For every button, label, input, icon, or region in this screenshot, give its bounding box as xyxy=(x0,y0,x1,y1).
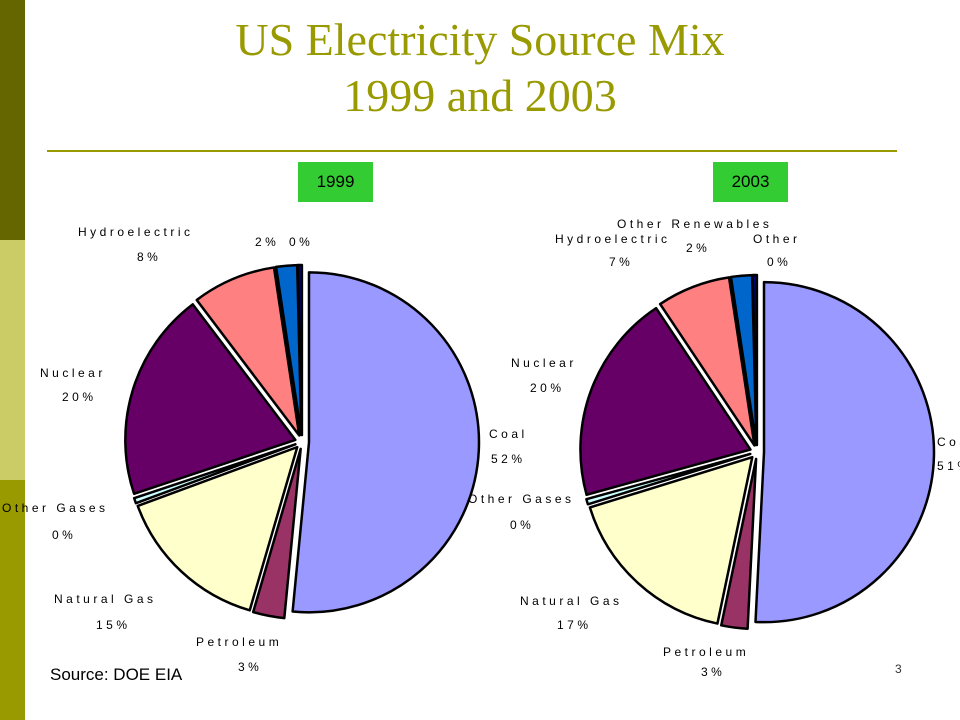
side-bar-bottom xyxy=(0,480,25,720)
pie-2003-slice-natural-gas xyxy=(588,455,754,625)
slide-title: US Electricity Source Mix 1999 and 2003 xyxy=(40,12,920,124)
value-2003-natural-gas: 17% xyxy=(557,618,592,632)
pie-chart-1999 xyxy=(124,263,481,620)
pie-2003-slice-other-gases xyxy=(585,452,752,506)
pie-1999-slice-coal xyxy=(291,271,481,614)
pie-2003-labels: Other Renewables Hydroelectric Other 2% … xyxy=(468,217,960,679)
pie-2003-slice-nuclear xyxy=(579,306,752,497)
label-2003-nuclear: Nuclear xyxy=(511,356,577,370)
pie-1999-labels: Hydroelectric 8% 2% 0% Nuclear 20% Coal … xyxy=(2,225,528,674)
title-divider xyxy=(47,150,897,152)
pie-1999-slice-hydroelectric xyxy=(195,266,301,437)
value-1999-hydroelectric: 8% xyxy=(137,250,161,264)
label-2003-other: Other xyxy=(753,232,801,246)
pie-2003-slice-hydroelectric xyxy=(658,276,756,447)
pie-2003-slice-other xyxy=(751,273,759,447)
pie-chart-2003 xyxy=(579,273,936,630)
value-1999-nuclear: 20% xyxy=(62,390,97,404)
value-2003-hydroelectric: 7% xyxy=(609,255,633,269)
value-1999-petroleum: 3% xyxy=(238,660,262,674)
label-2003-petroleum: Petroleum xyxy=(663,645,749,659)
value-1999-coal: 52% xyxy=(491,452,526,466)
value-2003-petroleum: 3% xyxy=(701,665,725,679)
value-2003-other: 0% xyxy=(767,255,791,269)
year-box-1999: 1999 xyxy=(298,162,373,202)
title-line-2: 1999 and 2003 xyxy=(343,70,617,121)
label-2003-natural-gas: Natural Gas xyxy=(520,594,623,608)
pie-1999-slice-petroleum xyxy=(251,447,302,620)
source-note: Source: DOE EIA xyxy=(50,665,183,684)
label-2003-other-gases: Other Gases xyxy=(468,492,575,506)
value-2003-nuclear: 20% xyxy=(530,381,565,395)
value-2003-coal: 51% xyxy=(937,459,960,473)
value-1999-other: 0% xyxy=(289,235,313,249)
label-1999-hydroelectric: Hydroelectric xyxy=(78,225,194,239)
label-2003-other-renewables: Other Renewables xyxy=(617,217,772,231)
pie-2003-slice-petroleum xyxy=(719,457,758,630)
label-1999-natural-gas: Natural Gas xyxy=(54,592,157,606)
value-1999-other-renewables: 2% xyxy=(255,235,279,249)
value-1999-natural-gas: 15% xyxy=(96,618,131,632)
label-2003-hydroelectric: Hydroelectric xyxy=(555,232,671,246)
label-1999-other-gases: Other Gases xyxy=(2,501,109,515)
side-bar-middle xyxy=(0,240,25,480)
pie-1999-slice-natural-gas xyxy=(136,445,299,612)
title-line-1: US Electricity Source Mix xyxy=(235,14,725,65)
value-2003-other-renewables: 2% xyxy=(686,241,710,255)
pie-2003-slice-coal xyxy=(754,280,936,624)
label-1999-petroleum: Petroleum xyxy=(196,635,282,649)
value-2003-other-gases: 0% xyxy=(510,518,534,532)
side-bar-top xyxy=(0,0,25,240)
page-number: 3 xyxy=(895,662,902,676)
label-1999-nuclear: Nuclear xyxy=(40,366,106,380)
pie-1999-slice-slice-7 xyxy=(296,263,304,437)
year-box-2003: 2003 xyxy=(713,162,788,202)
pie-1999-slice-nuclear xyxy=(124,303,297,496)
label-1999-coal: Coal xyxy=(489,427,528,441)
label-2003-coal: Coal xyxy=(937,435,960,449)
pie-1999-slice-other-gases xyxy=(132,443,297,505)
value-1999-other-gases: 0% xyxy=(52,528,76,542)
